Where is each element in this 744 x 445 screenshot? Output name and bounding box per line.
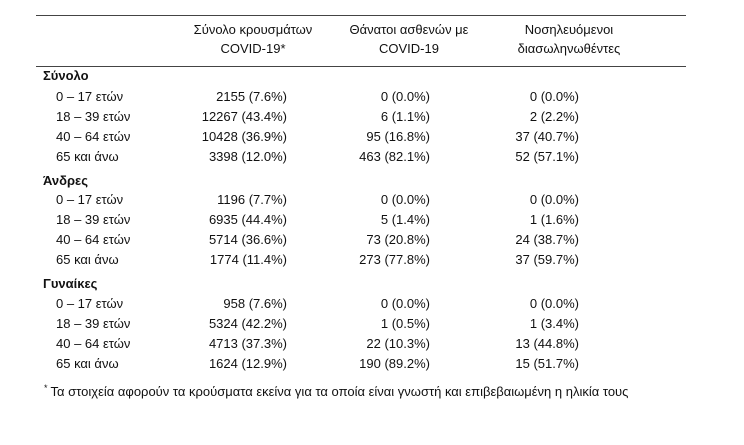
age-cell: 40 – 64 ετών: [56, 232, 131, 247]
table-footnote: * Τα στοιχεία αφορούν τα κρούσματα εκείνα…: [44, 379, 734, 401]
deaths-cell: 1 (0.5%): [380, 316, 430, 331]
intubated-cell: 52 (57.1%): [515, 149, 579, 164]
cases-cell: 1196 (7.7%): [217, 192, 287, 207]
deaths-cell: 273 (77.8%): [359, 252, 430, 267]
age-cell: 65 και άνω: [56, 252, 119, 267]
group-title-men: Άνδρες: [43, 173, 88, 188]
column-header-cases-line2: COVID-19*: [220, 41, 286, 56]
intubated-cell: 0 (0.0%): [529, 296, 579, 311]
column-header-intubated: Νοσηλευόμενοι διασωληνωθέντες: [484, 20, 654, 58]
age-cell: 0 – 17 ετών: [56, 296, 124, 311]
table-row: 0 – 17 ετών 958 (7.6%) 0 (0.0%) 0 (0.0%): [0, 294, 744, 313]
column-header-deaths-line1: Θάνατοι ασθενών με: [349, 22, 469, 37]
intubated-cell: 37 (40.7%): [515, 129, 579, 144]
deaths-cell: 0 (0.0%): [380, 89, 430, 104]
cases-cell: 1774 (11.4%): [209, 252, 287, 267]
intubated-cell: 2 (2.2%): [529, 109, 579, 124]
age-cell: 65 και άνω: [56, 149, 119, 164]
table-row: 18 – 39 ετών 5324 (42.2%) 1 (0.5%) 1 (3.…: [0, 314, 744, 333]
cases-cell: 958 (7.6%): [223, 296, 287, 311]
intubated-cell: 0 (0.0%): [529, 89, 579, 104]
cases-cell: 5714 (36.6%): [208, 232, 287, 247]
table-row: 0 – 17 ετών 2155 (7.6%) 0 (0.0%) 0 (0.0%…: [0, 87, 744, 106]
age-cell: 18 – 39 ετών: [56, 316, 131, 331]
table-row: 65 και άνω 1774 (11.4%) 273 (77.8%) 37 (…: [0, 250, 744, 269]
table-row: 65 και άνω 1624 (12.9%) 190 (89.2%) 15 (…: [0, 354, 744, 373]
intubated-cell: 1 (3.4%): [529, 316, 579, 331]
deaths-cell: 0 (0.0%): [380, 296, 430, 311]
footnote-marker: *: [44, 383, 48, 393]
deaths-cell: 73 (20.8%): [366, 232, 430, 247]
cases-cell: 2155 (7.6%): [216, 89, 287, 104]
table-row: 40 – 64 ετών 10428 (36.9%) 95 (16.8%) 37…: [0, 127, 744, 146]
table-row: 18 – 39 ετών 12267 (43.4%) 6 (1.1%) 2 (2…: [0, 107, 744, 126]
deaths-cell: 463 (82.1%): [359, 149, 430, 164]
column-header-cases-line1: Σύνολο κρουσμάτων: [193, 22, 313, 37]
table-top-rule: [36, 15, 686, 16]
age-cell: 18 – 39 ετών: [56, 212, 131, 227]
cases-cell: 10428 (36.9%): [201, 129, 287, 144]
column-header-intubated-line1: Νοσηλευόμενοι: [524, 22, 614, 37]
age-cell: 65 και άνω: [56, 356, 119, 371]
intubated-cell: 0 (0.0%): [529, 192, 579, 207]
intubated-cell: 1 (1.6%): [529, 212, 579, 227]
deaths-cell: 0 (0.0%): [380, 192, 430, 207]
group-title-women: Γυναίκες: [43, 276, 98, 291]
header-divider-rule: [36, 66, 686, 67]
intubated-cell: 24 (38.7%): [515, 232, 579, 247]
column-header-intubated-line2: διασωληνωθέντες: [517, 41, 621, 56]
cases-cell: 3398 (12.0%): [208, 149, 287, 164]
age-cell: 0 – 17 ετών: [56, 192, 124, 207]
deaths-cell: 22 (10.3%): [366, 336, 430, 351]
deaths-cell: 6 (1.1%): [380, 109, 430, 124]
cases-cell: 4713 (37.3%): [208, 336, 287, 351]
intubated-cell: 37 (59.7%): [515, 252, 579, 267]
cases-cell: 1624 (12.9%): [208, 356, 287, 371]
column-header-deaths: Θάνατοι ασθενών με COVID-19: [334, 20, 484, 58]
intubated-cell: 13 (44.8%): [515, 336, 579, 351]
intubated-cell: 15 (51.7%): [515, 356, 579, 371]
deaths-cell: 5 (1.4%): [380, 212, 430, 227]
cases-cell: 12267 (43.4%): [201, 109, 287, 124]
table-row: 40 – 64 ετών 4713 (37.3%) 22 (10.3%) 13 …: [0, 334, 744, 353]
cases-cell: 6935 (44.4%): [208, 212, 287, 227]
group-title-total: Σύνολο: [43, 68, 89, 83]
deaths-cell: 95 (16.8%): [366, 129, 430, 144]
age-cell: 40 – 64 ετών: [56, 336, 131, 351]
table-row: 18 – 39 ετών 6935 (44.4%) 5 (1.4%) 1 (1.…: [0, 210, 744, 229]
footnote-text: Τα στοιχεία αφορούν τα κρούσματα εκείνα …: [50, 384, 629, 399]
table-row: 65 και άνω 3398 (12.0%) 463 (82.1%) 52 (…: [0, 147, 744, 166]
column-header-cases: Σύνολο κρουσμάτων COVID-19*: [178, 20, 328, 58]
deaths-cell: 190 (89.2%): [359, 356, 430, 371]
column-header-deaths-line2: COVID-19: [379, 41, 439, 56]
age-cell: 18 – 39 ετών: [56, 109, 131, 124]
table-row: 40 – 64 ετών 5714 (36.6%) 73 (20.8%) 24 …: [0, 230, 744, 249]
age-cell: 40 – 64 ετών: [56, 129, 131, 144]
age-cell: 0 – 17 ετών: [56, 89, 124, 104]
table-row: 0 – 17 ετών 1196 (7.7%) 0 (0.0%) 0 (0.0%…: [0, 190, 744, 209]
cases-cell: 5324 (42.2%): [208, 316, 287, 331]
